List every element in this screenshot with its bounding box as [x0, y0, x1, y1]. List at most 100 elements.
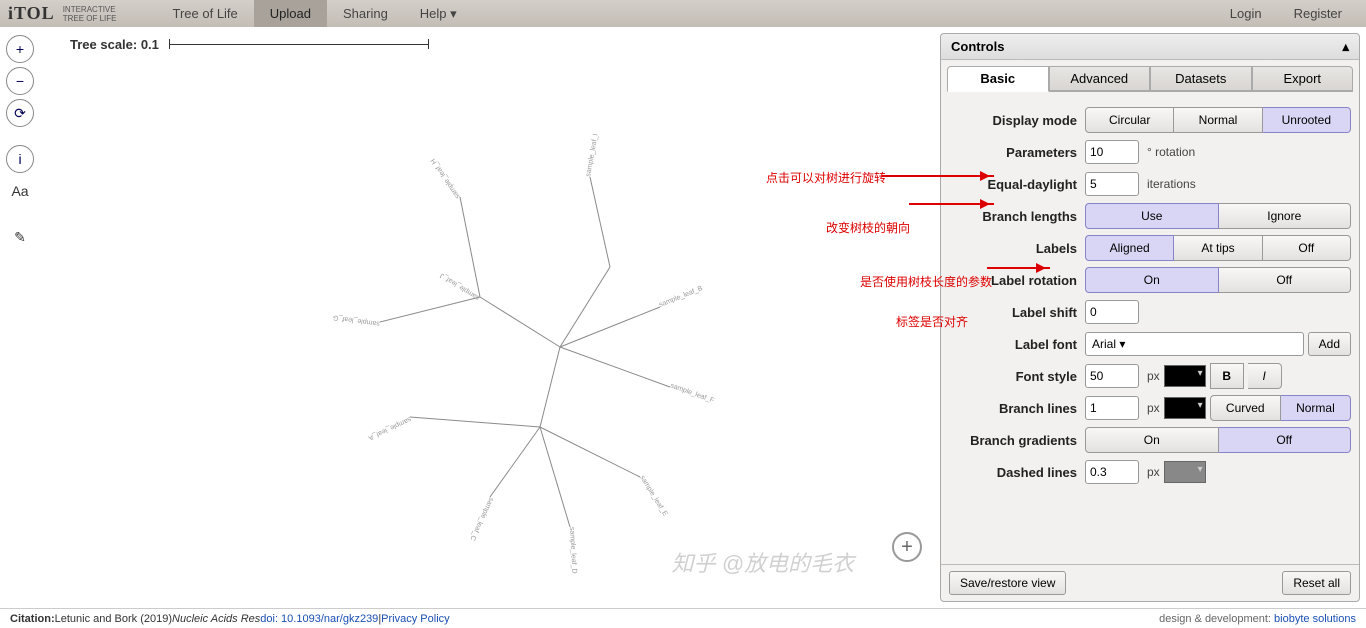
- tab-advanced[interactable]: Advanced: [1049, 66, 1151, 92]
- nav-items: Tree of LifeUploadSharingHelp ▾: [157, 0, 473, 27]
- svg-text:sample_leaf_B: sample_leaf_B: [658, 285, 704, 309]
- branch-lengths-use[interactable]: Use: [1085, 203, 1219, 229]
- svg-text:sample_leaf_D: sample_leaf_D: [568, 527, 578, 574]
- branch-gradients-off[interactable]: Off: [1219, 427, 1352, 453]
- row-label-rotation: Label rotationOnOff: [949, 266, 1351, 294]
- row-display-mode-label: Display mode: [949, 113, 1085, 128]
- labels-at-tips[interactable]: At tips: [1174, 235, 1262, 261]
- row-branch-lengths-label: Branch lengths: [949, 209, 1085, 224]
- dashed-input[interactable]: [1085, 460, 1139, 484]
- label-font-select[interactable]: Arial ▾: [1085, 332, 1304, 356]
- svg-text:sample_leaf_G: sample_leaf_G: [333, 314, 381, 327]
- row-branch-gradients: Branch gradientsOnOff: [949, 426, 1351, 454]
- privacy-link[interactable]: Privacy Policy: [381, 613, 449, 625]
- branch-color-swatch[interactable]: [1164, 397, 1206, 419]
- annotation-text: 标签是否对齐: [896, 313, 968, 330]
- controls-footer: Save/restore view Reset all: [941, 564, 1359, 601]
- row-labels: LabelsAlignedAt tipsOff: [949, 234, 1351, 262]
- tree-scale: Tree scale: 0.1: [70, 37, 429, 52]
- svg-text:sample_leaf_E: sample_leaf_E: [638, 474, 668, 517]
- svg-text:sample_leaf_J: sample_leaf_J: [439, 271, 481, 301]
- branch-lines-normal[interactable]: Normal: [1281, 395, 1351, 421]
- display-mode-unrooted[interactable]: Unrooted: [1263, 107, 1351, 133]
- bold-button[interactable]: B: [1210, 363, 1244, 389]
- row-label-font: Label fontArial ▾Add: [949, 330, 1351, 358]
- nav-tree-of-life[interactable]: Tree of Life: [157, 0, 254, 27]
- annotation-text: 改变树枝的朝向: [826, 219, 910, 236]
- fit-icon[interactable]: ⟳: [6, 99, 34, 127]
- row-dashed-lines: Dashed linespx: [949, 458, 1351, 486]
- annotation-arrow: [882, 175, 994, 177]
- controls-header[interactable]: Controls ▴: [941, 34, 1359, 60]
- left-toolbar: + − ⟳ i Aa ✎: [0, 27, 40, 608]
- nav-upload[interactable]: Upload: [254, 0, 327, 27]
- nav-help--[interactable]: Help ▾: [404, 0, 473, 27]
- branch-lengths-ignore[interactable]: Ignore: [1219, 203, 1352, 229]
- branch-lines-curved[interactable]: Curved: [1210, 395, 1281, 421]
- svg-text:sample_leaf_A: sample_leaf_A: [367, 415, 412, 441]
- font-icon[interactable]: Aa: [6, 177, 34, 205]
- svg-text:sample_leaf_F: sample_leaf_F: [669, 382, 715, 404]
- row-parameters: Parameters° rotation: [949, 138, 1351, 166]
- label-rotation-off[interactable]: Off: [1219, 267, 1352, 293]
- svg-text:sample_leaf_H: sample_leaf_H: [430, 157, 462, 200]
- row-branch-lengths: Branch lengthsUseIgnore: [949, 202, 1351, 230]
- page-footer: Citation: Letunic and Bork (2019) Nuclei…: [0, 608, 1366, 628]
- controls-tabs: BasicAdvancedDatasetsExport: [947, 66, 1353, 92]
- branch-gradients-on[interactable]: On: [1085, 427, 1219, 453]
- brand-logo: iTOL: [8, 3, 55, 24]
- scale-bar: [169, 44, 429, 45]
- brand-subtitle: Interactive Tree of Life: [63, 5, 117, 23]
- tree-scale-label: Tree scale: 0.1: [70, 37, 159, 52]
- save-restore-button[interactable]: Save/restore view: [949, 571, 1066, 595]
- italic-button[interactable]: I: [1248, 363, 1282, 389]
- row-display-mode: Display modeCircularNormalUnrooted: [949, 106, 1351, 134]
- row-font-style-label: Font style: [949, 369, 1085, 384]
- biobyte-link[interactable]: biobyte solutions: [1274, 613, 1356, 625]
- add-font-button[interactable]: Add: [1308, 332, 1351, 356]
- tree-canvas[interactable]: Tree scale: 0.1 sample_leaf_A sample_leaf…: [40, 27, 934, 608]
- doi-link[interactable]: doi: 10.1093/nar/gkz239: [260, 613, 378, 625]
- branch-width-input[interactable]: [1085, 396, 1139, 420]
- svg-text:sample_leaf_C: sample_leaf_C: [468, 496, 494, 541]
- label-rotation-on[interactable]: On: [1085, 267, 1219, 293]
- tab-basic[interactable]: Basic: [947, 66, 1049, 92]
- nav-sharing[interactable]: Sharing: [327, 0, 404, 27]
- info-icon[interactable]: i: [6, 145, 34, 173]
- annotation-text: 点击可以对树进行旋转: [766, 169, 886, 186]
- display-mode-normal[interactable]: Normal: [1174, 107, 1262, 133]
- row-branch-gradients-label: Branch gradients: [949, 433, 1085, 448]
- tab-export[interactable]: Export: [1252, 66, 1354, 92]
- row-parameters-label: Parameters: [949, 145, 1085, 160]
- equal-daylight-input[interactable]: [1085, 172, 1139, 196]
- font-color-swatch[interactable]: [1164, 365, 1206, 387]
- row-equal-daylight-label: Equal-daylight: [949, 177, 1085, 192]
- nav-login[interactable]: Login: [1214, 0, 1278, 27]
- font-size-input[interactable]: [1085, 364, 1139, 388]
- rotation-input[interactable]: [1085, 140, 1139, 164]
- dashed-color-swatch[interactable]: [1164, 461, 1206, 483]
- zoom-in-icon[interactable]: +: [6, 35, 34, 63]
- tab-datasets[interactable]: Datasets: [1150, 66, 1252, 92]
- row-label-shift-label: Label shift: [949, 305, 1085, 320]
- annotation-text: 是否使用树枝长度的参数: [860, 273, 992, 290]
- controls-panel: Controls ▴ BasicAdvancedDatasetsExport D…: [940, 33, 1360, 602]
- nav-right: LoginRegister: [1214, 0, 1358, 27]
- row-dashed-lines-label: Dashed lines: [949, 465, 1085, 480]
- top-navbar: iTOL Interactive Tree of Life Tree of Li…: [0, 0, 1366, 27]
- zoom-out-icon[interactable]: −: [6, 67, 34, 95]
- add-dataset-button[interactable]: +: [892, 532, 922, 562]
- row-branch-lines: Branch linespxCurvedNormal: [949, 394, 1351, 422]
- edit-icon[interactable]: ✎: [6, 223, 34, 251]
- display-mode-circular[interactable]: Circular: [1085, 107, 1174, 133]
- labels-aligned[interactable]: Aligned: [1085, 235, 1174, 261]
- nav-register[interactable]: Register: [1278, 0, 1358, 27]
- annotation-arrow: [909, 203, 994, 205]
- label-shift-input[interactable]: [1085, 300, 1139, 324]
- row-equal-daylight: Equal-daylightiterations: [949, 170, 1351, 198]
- reset-all-button[interactable]: Reset all: [1282, 571, 1351, 595]
- row-labels-label: Labels: [949, 241, 1085, 256]
- row-font-style: Font stylepxBI: [949, 362, 1351, 390]
- labels-off[interactable]: Off: [1263, 235, 1351, 261]
- collapse-icon[interactable]: ▴: [1342, 39, 1349, 55]
